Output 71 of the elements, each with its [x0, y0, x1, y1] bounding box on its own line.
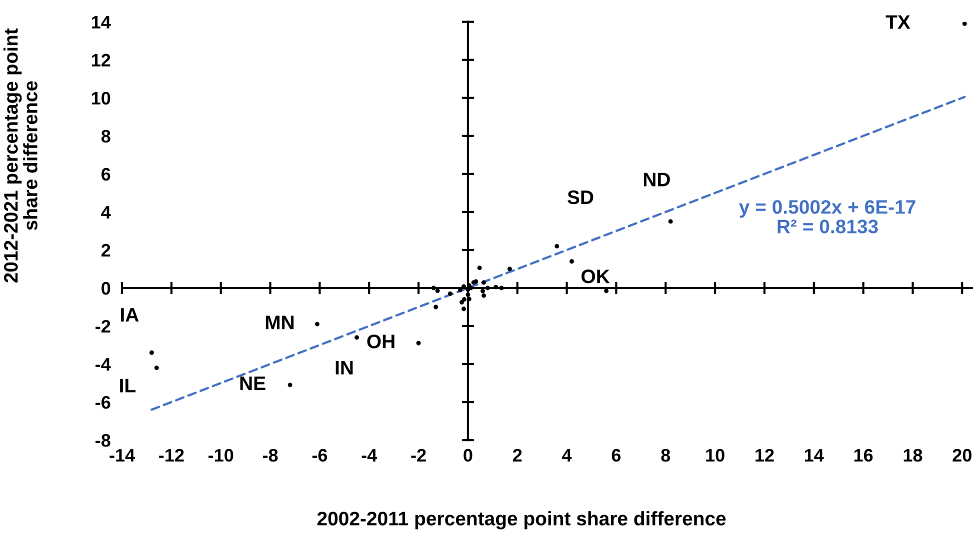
point: [482, 293, 486, 298]
annotation: MN: [266, 316, 294, 330]
point: [416, 340, 421, 346]
y-tick-label: -4: [96, 358, 111, 371]
y-tick-label: 14: [92, 16, 111, 28]
point: [315, 322, 320, 326]
annotation: IA: [121, 308, 139, 322]
annotation: NE: [240, 376, 266, 390]
point: [435, 288, 440, 294]
y-tick-label: -8: [96, 434, 110, 447]
annotation: OH: [367, 334, 394, 348]
annotation: OK: [582, 269, 610, 284]
annotation: y = 0.5002x + 6E-17 R² = 0.8133: [739, 200, 916, 234]
y-tick-label: 8: [101, 130, 110, 143]
point: [604, 288, 609, 294]
y-axis-title: 2012-2021 percentage point share difference: [4, 28, 38, 283]
point: [499, 286, 504, 290]
point: [448, 291, 452, 296]
y-tick-label: 6: [102, 168, 110, 181]
y-tick-label: 10: [92, 92, 110, 105]
x-tick-label: -8: [262, 448, 278, 462]
point: [477, 266, 482, 270]
x-tick-label: -10: [208, 448, 234, 462]
y-tick-label: 2: [101, 244, 110, 257]
point: [962, 22, 967, 26]
x-tick-label: 18: [904, 448, 922, 462]
x-tick-label: 8: [661, 448, 670, 462]
point: [668, 219, 673, 224]
point: [431, 286, 436, 290]
annotation: IL: [120, 378, 136, 392]
x-tick-label: -4: [362, 449, 378, 462]
y-tick-label: 0: [102, 282, 110, 295]
point: [434, 304, 438, 310]
point: [485, 286, 490, 290]
x-tick-label: -12: [159, 448, 184, 462]
x-tick-label: 12: [756, 448, 774, 462]
point: [474, 279, 478, 284]
x-tick-label: 16: [854, 448, 873, 462]
point: [460, 300, 464, 304]
y-tick-label: 4: [101, 206, 111, 218]
point: [288, 382, 292, 388]
x-tick-label: 4: [562, 449, 572, 462]
point: [570, 259, 574, 264]
x-axis-title: 2002-2011 percentage point share difference: [317, 511, 726, 530]
x-tick-label: 10: [706, 448, 724, 462]
x-tick-label: -14: [110, 449, 135, 462]
annotation: ND: [644, 172, 670, 186]
x-tick-label: 0: [464, 448, 472, 462]
annotation: TX: [886, 15, 910, 29]
x-tick-label: -2: [411, 448, 426, 462]
x-tick-label: 14: [804, 449, 824, 462]
annotation: IN: [336, 361, 353, 374]
x-tick-label: 20: [952, 448, 972, 462]
point: [354, 335, 359, 340]
point: [149, 350, 154, 355]
x-tick-label: -6: [312, 448, 328, 462]
point: [466, 292, 470, 297]
x-tick-label: 2: [512, 448, 522, 462]
point: [154, 366, 159, 370]
point: [462, 297, 466, 302]
point: [462, 306, 466, 312]
y-tick-label: -2: [96, 320, 110, 333]
point: [507, 266, 512, 272]
point: [554, 244, 560, 248]
x-tick-label: 6: [612, 448, 621, 462]
y-tick-label: -6: [96, 396, 110, 409]
point: [480, 288, 485, 294]
point: [494, 284, 498, 290]
annotation: SD: [568, 190, 594, 204]
point: [482, 280, 486, 285]
y-tick-label: 12: [92, 54, 110, 66]
